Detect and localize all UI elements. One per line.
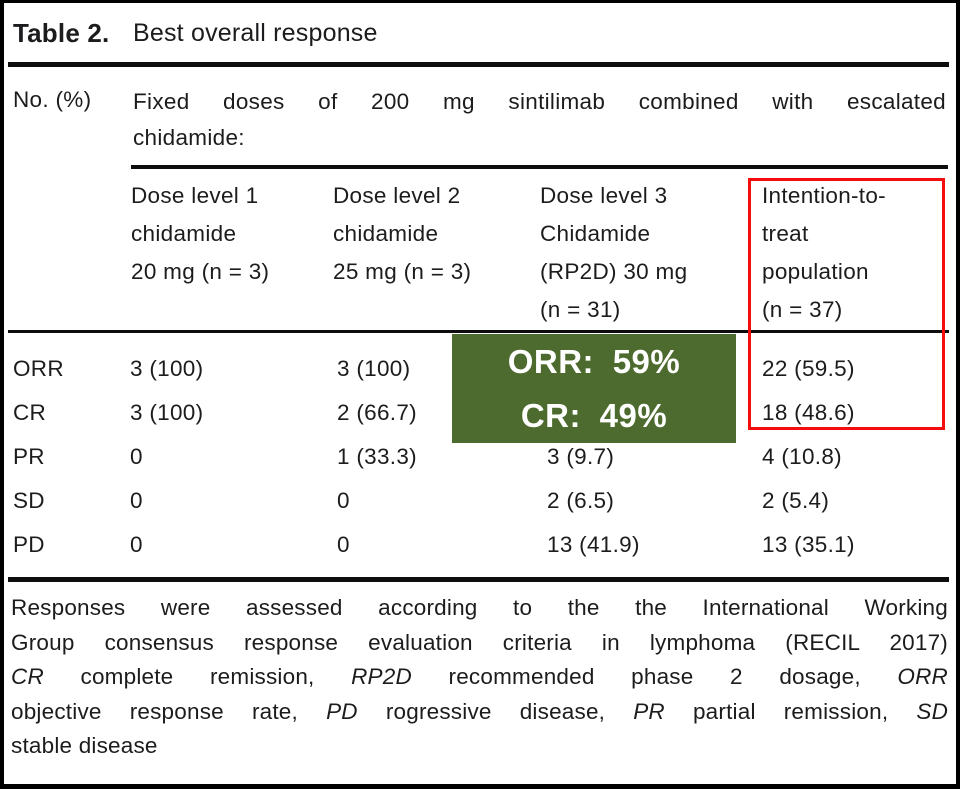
table-row-pd: PD 0 0 13 (41.9) 13 (35.1) xyxy=(0,523,960,567)
column-header-dose-level-3: Dose level 3 Chidamide (RP2D) 30 mg (n = 31… xyxy=(540,177,687,329)
row-label: PR xyxy=(13,444,45,469)
column-header-dose-level-1: Dose level 1 chidamide 20 mg (n = 3) xyxy=(131,177,269,291)
header-line: (n = 31) xyxy=(540,297,621,322)
footnote-text: Group consensus response evaluation crit… xyxy=(11,629,948,655)
unit-label: No. (%) xyxy=(13,87,92,112)
cell-value: 3 (100) xyxy=(337,356,411,381)
table-row-sd: SD 0 0 2 (6.5) 2 (5.4) xyxy=(0,479,960,523)
cell-value: 3 (100) xyxy=(130,400,204,425)
cell-value: 0 xyxy=(337,488,350,513)
row-label: ORR xyxy=(13,356,64,381)
column-header-intention-to-treat: Intention-to-treat population (n = 37) xyxy=(762,177,886,329)
header-line: Dose level 3 xyxy=(540,183,668,208)
rule-above-footnotes xyxy=(8,577,949,582)
header-line: (n = 37) xyxy=(762,297,843,322)
footnote-abbreviation: CR xyxy=(11,664,44,689)
table-row-cr: CR 3 (100) 2 (66.7) 18 (48.6) xyxy=(0,391,960,435)
header-line: treat xyxy=(762,221,809,246)
footnote-text: stable disease xyxy=(11,733,158,758)
cell-value: 2 (6.5) xyxy=(547,488,615,513)
cell-value: 0 xyxy=(130,444,143,469)
cell-value: 2 (5.4) xyxy=(762,488,830,513)
footnote-text: partial remission, xyxy=(664,698,917,724)
header-line: (RP2D) 30 mg xyxy=(540,259,688,284)
cell-value: 1 (33.3) xyxy=(337,444,417,469)
cell-value: 22 (59.5) xyxy=(762,356,855,381)
rule-under-span-note xyxy=(131,165,948,169)
footnote-abbreviation: RP2D xyxy=(351,664,412,689)
rule-under-title xyxy=(8,62,949,67)
footnote-abbreviation: PD xyxy=(326,698,358,724)
rule-under-headers xyxy=(8,330,949,333)
cr-annotation: CR: 49% xyxy=(520,397,668,435)
header-line: Chidamide xyxy=(540,221,651,246)
header-span-note: Fixed doses of 200 mg sintilimab combine… xyxy=(133,84,946,156)
footnote-text: rogressive disease, xyxy=(357,698,634,724)
cell-value: 0 xyxy=(130,488,143,513)
table-number-label: Table 2. xyxy=(13,18,110,48)
cell-value: 13 (41.9) xyxy=(547,532,640,557)
table-row-pr: PR 0 1 (33.3) 3 (9.7) 4 (10.8) xyxy=(0,435,960,479)
footnote-text: Responses were assessed according to the… xyxy=(11,595,948,620)
row-label: PD xyxy=(13,532,45,557)
footnote-text: complete remission, xyxy=(43,664,352,689)
footnotes: Responses were assessed according to the… xyxy=(11,591,948,764)
footnote-line: Group consensus response evaluation crit… xyxy=(11,626,948,661)
footnote-text: recommended phase 2 dosage, xyxy=(411,664,898,689)
cell-value: 13 (35.1) xyxy=(762,532,855,557)
row-label: SD xyxy=(13,488,45,513)
row-label: CR xyxy=(13,400,47,425)
column-header-dose-level-2: Dose level 2 chidamide 25 mg (n = 3) xyxy=(333,177,471,291)
footnote-line: stable disease xyxy=(11,729,948,764)
cell-value: 0 xyxy=(337,532,350,557)
footnote-abbreviation: PR xyxy=(633,698,665,724)
header-line: chidamide xyxy=(131,221,237,246)
orr-annotation: ORR: 59% xyxy=(507,342,681,380)
footnote-abbreviation: SD xyxy=(916,698,949,724)
cell-value: 3 (100) xyxy=(130,356,204,381)
footnote-line: CR complete remission, RP2D recommended … xyxy=(11,660,948,695)
cell-value: 18 (48.6) xyxy=(762,400,855,425)
header-line: Dose level 1 xyxy=(131,183,259,208)
header-line: Intention-to- xyxy=(762,183,886,208)
orr-cr-annotation-overlay: ORR: 59% CR: 49% xyxy=(452,334,736,443)
footnote-abbreviation: ORR xyxy=(897,664,949,689)
cell-value: 3 (9.7) xyxy=(547,444,615,469)
span-note-line: chidamide: xyxy=(133,125,245,150)
table-row-orr: ORR 3 (100) 3 (100) 22 (59.5) xyxy=(0,347,960,391)
cell-value: 0 xyxy=(130,532,143,557)
cell-value: 4 (10.8) xyxy=(762,444,842,469)
span-note-line: Fixed doses of 200 mg sintilimab combine… xyxy=(133,89,946,114)
footnote-text: objective response rate, xyxy=(11,698,327,724)
header-line: 25 mg (n = 3) xyxy=(333,259,472,284)
footnote-line: objective response rate, PD rogressive d… xyxy=(11,695,948,730)
footnote-line: Responses were assessed according to the… xyxy=(11,591,948,626)
header-line: chidamide xyxy=(333,221,439,246)
cell-value: 2 (66.7) xyxy=(337,400,417,425)
header-line: population xyxy=(762,259,869,284)
header-line: Dose level 2 xyxy=(333,183,461,208)
table-title: Best overall response xyxy=(133,19,378,47)
header-line: 20 mg (n = 3) xyxy=(131,259,270,284)
